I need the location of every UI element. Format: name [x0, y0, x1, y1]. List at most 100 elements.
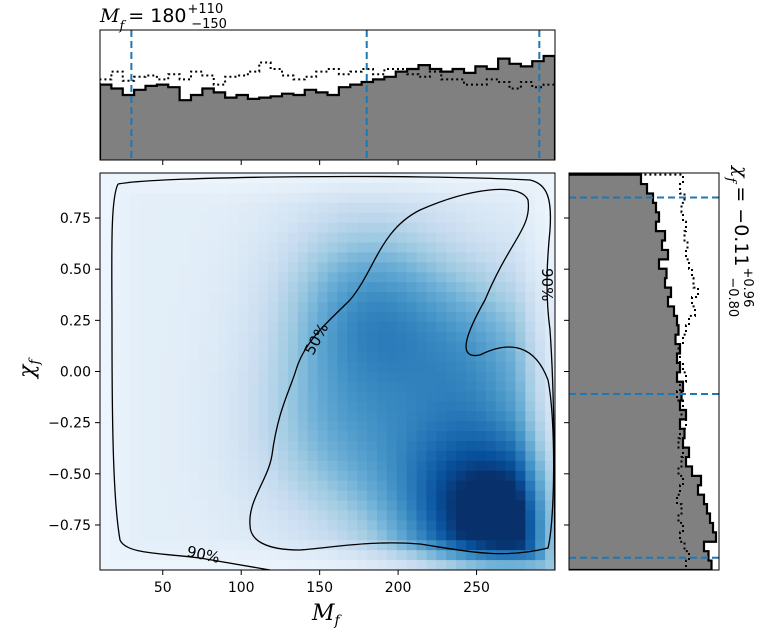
- heatmap-cell: [386, 192, 398, 204]
- heatmap-cell: [357, 182, 368, 194]
- heatmap-cell: [100, 222, 111, 234]
- heatmap-cell: [396, 490, 408, 502]
- heatmap-cell: [535, 391, 546, 402]
- heatmap-cell: [347, 282, 358, 293]
- heatmap-cell: [327, 192, 338, 204]
- heatmap-cell: [307, 500, 319, 512]
- heatmap-cell: [525, 401, 536, 412]
- heatmap-cell: [238, 381, 249, 392]
- heatmap-cell: [386, 341, 398, 353]
- heatmap-cell: [189, 252, 200, 263]
- heatmap-cell: [258, 480, 269, 492]
- heatmap-cell: [179, 282, 190, 293]
- heatmap-cell: [198, 421, 210, 432]
- heatmap-cell: [109, 391, 121, 402]
- heatmap-cell: [297, 460, 309, 472]
- heatmap-cell: [248, 292, 259, 303]
- heatmap-cell: [475, 460, 487, 472]
- heatmap-cell: [416, 202, 428, 214]
- heatmap-cell: [515, 470, 526, 482]
- heatmap-cell: [307, 262, 319, 273]
- heatmap-cell: [159, 311, 170, 323]
- heatmap-cell: [475, 381, 487, 392]
- y-axis-ticks: −0.75−0.50−0.250.000.250.500.75: [48, 211, 569, 534]
- heatmap-cell: [208, 440, 220, 452]
- heatmap-cell: [149, 361, 160, 373]
- heatmap-cell: [278, 530, 289, 541]
- heatmap-cell: [327, 321, 338, 333]
- heatmap-cell: [218, 421, 230, 432]
- heatmap-cell: [179, 272, 190, 283]
- heatmap-cell: [426, 272, 437, 283]
- heatmap-cell: [159, 262, 170, 273]
- heatmap-cell: [495, 311, 507, 323]
- heatmap-cell: [515, 401, 526, 412]
- heatmap-cell: [535, 530, 546, 541]
- heatmap-cell: [367, 182, 378, 194]
- heatmap-cell: [238, 173, 249, 184]
- heatmap-cell: [297, 242, 309, 253]
- heatmap-cell: [238, 361, 249, 373]
- heatmap-cell: [317, 510, 329, 521]
- heatmap-cell: [456, 361, 467, 373]
- heatmap-cell: [426, 302, 437, 313]
- heatmap-cell: [465, 182, 477, 194]
- heatmap-cell: [317, 311, 329, 323]
- heatmap-cell: [218, 550, 230, 561]
- heatmap-cell: [376, 292, 388, 303]
- heatmap-cell: [357, 560, 368, 570]
- heatmap-cell: [198, 560, 210, 570]
- heatmap-cell: [218, 272, 230, 283]
- heatmap-cell: [287, 292, 299, 303]
- heatmap-cell: [119, 490, 131, 502]
- heatmap-cell: [208, 421, 220, 432]
- heatmap-cell: [317, 530, 329, 541]
- heatmap-cell: [525, 182, 536, 194]
- heatmap-cell: [465, 232, 477, 244]
- heatmap-cell: [357, 401, 368, 412]
- heatmap-cell: [376, 470, 388, 482]
- heatmap-cell: [525, 361, 536, 373]
- heatmap-cell: [109, 341, 121, 353]
- heatmap-cell: [218, 282, 230, 293]
- heatmap-cell: [100, 470, 111, 482]
- heatmap-cell: [179, 361, 190, 373]
- heatmap-cell: [149, 401, 160, 412]
- heatmap-cell: [119, 232, 131, 244]
- heatmap-cell: [268, 321, 279, 333]
- heatmap-cell: [317, 550, 329, 561]
- heatmap-cell: [386, 321, 398, 333]
- heatmap-cell: [456, 302, 467, 313]
- heatmap-cell: [357, 202, 368, 214]
- heatmap-cell: [505, 361, 517, 373]
- heatmap-cell: [149, 212, 160, 224]
- heatmap-cell: [505, 480, 517, 492]
- heatmap-cell: [406, 292, 418, 303]
- heatmap-cell: [386, 391, 398, 402]
- heatmap-cell: [268, 351, 279, 363]
- heatmap-cell: [307, 341, 319, 353]
- heatmap-cell: [465, 470, 477, 482]
- heatmap-cell: [475, 371, 487, 383]
- heatmap-cell: [159, 401, 170, 412]
- heatmap-cell: [386, 173, 398, 184]
- heatmap-cell: [268, 272, 279, 283]
- heatmap-cell: [465, 282, 477, 293]
- heatmap-cell: [505, 212, 517, 224]
- heatmap-cell: [406, 530, 418, 541]
- heatmap-cell: [376, 331, 388, 343]
- heatmap-cell: [248, 421, 259, 432]
- heatmap-cell: [159, 341, 170, 353]
- heatmap-cell: [535, 361, 546, 373]
- heatmap-cell: [228, 182, 240, 194]
- heatmap-cell: [367, 262, 378, 273]
- heatmap-cell: [189, 411, 200, 422]
- heatmap-cell: [258, 202, 269, 214]
- heatmap-cell: [456, 331, 467, 343]
- heatmap-cell: [149, 262, 160, 273]
- heatmap-cell: [436, 381, 447, 392]
- heatmap-cell: [189, 440, 200, 452]
- heatmap-cell: [376, 460, 388, 472]
- heatmap-cell: [139, 222, 151, 234]
